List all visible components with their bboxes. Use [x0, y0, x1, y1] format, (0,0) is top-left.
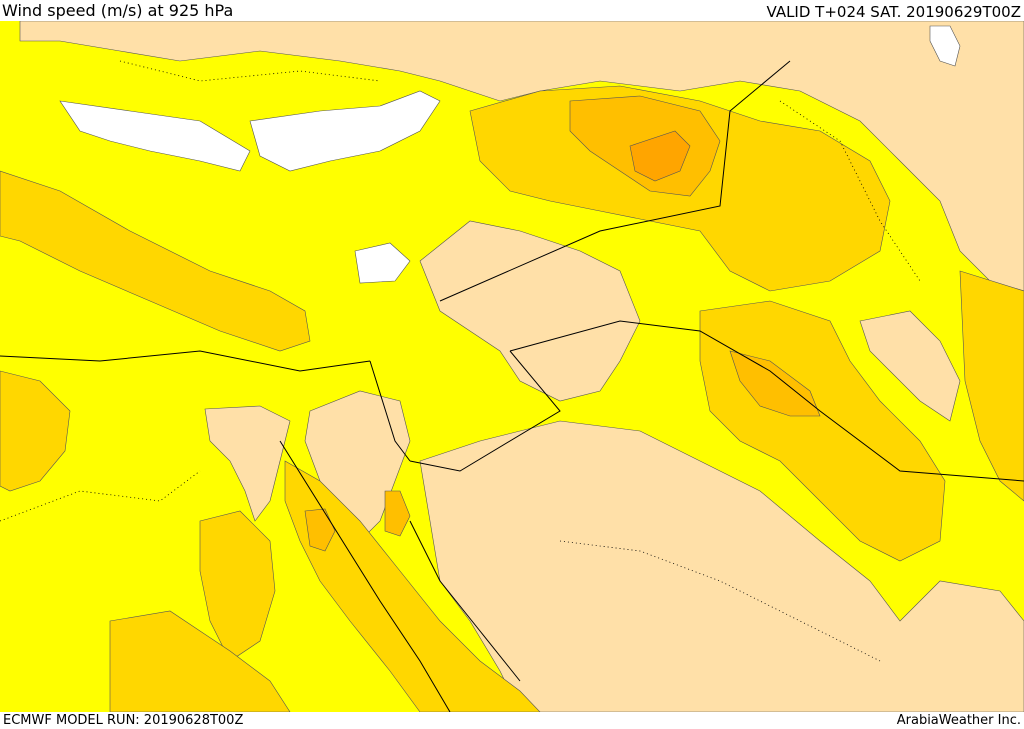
map-title: Wind speed (m/s) at 925 hPa	[2, 1, 234, 20]
light-wind-area-arabia	[419, 420, 1024, 712]
light-wind-area-iraq-east	[859, 310, 961, 422]
fresh-wind-area-red-sea	[284, 460, 541, 712]
strong-wind-area-gulf-aqaba	[384, 490, 411, 537]
wind-map[interactable]	[0, 21, 1024, 712]
calm-area-lake	[929, 25, 961, 67]
credit: ArabiaWeather Inc.	[896, 713, 1021, 728]
strong-wind-area-iraq	[729, 350, 821, 417]
border-saudi-iraq	[509, 320, 1024, 482]
valid-time: VALID T+024 SAT. 20190629T00Z	[766, 3, 1021, 21]
calm-area-levant-coast	[354, 242, 411, 284]
footer-bar: ECMWF MODEL RUN: 20190628T00Z ArabiaWeat…	[0, 712, 1024, 729]
fresh-wind-area-east-edge	[959, 270, 1024, 502]
light-wind-area-sinai	[204, 405, 291, 522]
very-strong-wind-core	[629, 130, 691, 182]
dotted-border-turkey	[119, 60, 381, 82]
model-run: ECMWF MODEL RUN: 20190628T00Z	[3, 713, 244, 728]
fresh-wind-area-sudan-north	[109, 610, 291, 712]
fresh-wind-band-mediterranean	[0, 170, 311, 352]
calm-area-aegean	[59, 100, 251, 172]
light-wind-area-levant	[419, 220, 641, 402]
strong-wind-area-sinai-south	[304, 508, 336, 552]
border-syria-iraq-turkey	[439, 60, 791, 302]
admin-borders	[0, 60, 921, 662]
fresh-wind-area-egypt	[199, 510, 276, 662]
header-bar: Wind speed (m/s) at 925 hPa VALID T+024 …	[0, 0, 1024, 21]
border-jordan-saudi	[409, 350, 561, 472]
border-egypt-israel	[369, 360, 411, 462]
wind-speed-map-svg	[0, 21, 1024, 712]
coastline-north-africa	[0, 350, 371, 372]
light-wind-area-anatolia	[19, 21, 1024, 292]
coastline-red-sea-east	[409, 520, 521, 682]
country-borders	[0, 60, 1024, 712]
dotted-border-iraq	[779, 100, 921, 282]
coastline-red-sea-west	[279, 440, 451, 712]
fresh-wind-area-libya	[0, 370, 71, 492]
calm-area-cyprus-sea	[249, 90, 441, 172]
